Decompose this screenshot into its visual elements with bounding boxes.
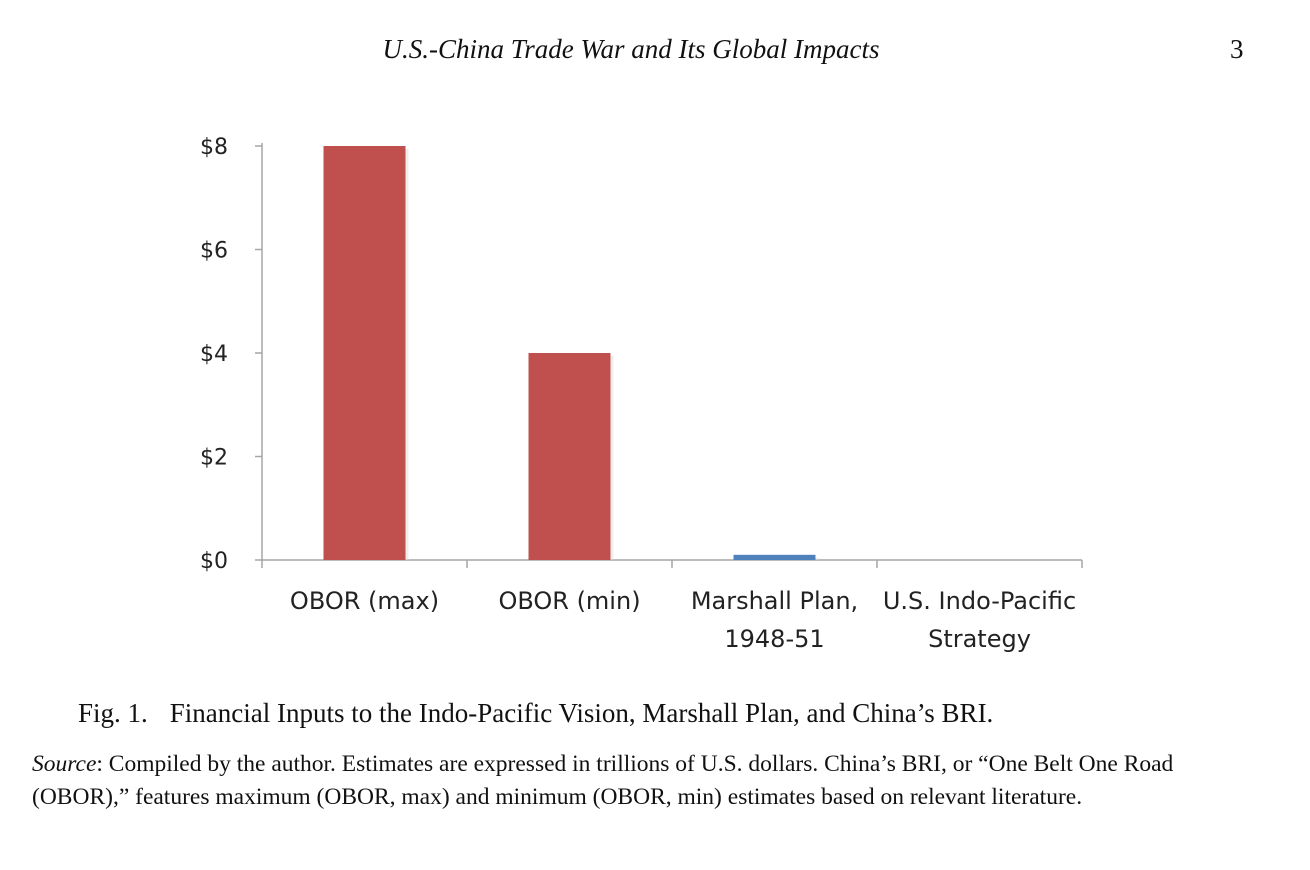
figure-caption-text: Financial Inputs to the Indo-Pacific Vis… [169, 698, 994, 728]
running-header-title: U.S.-China Trade War and Its Global Impa… [382, 34, 880, 64]
y-tick-label: $6 [200, 239, 228, 264]
x-tick-label: Strategy [928, 625, 1031, 653]
x-tick-label: OBOR (min) [498, 587, 640, 615]
source-label: Source [32, 751, 97, 777]
y-tick-label: $0 [200, 549, 228, 574]
page-number: 3 [1230, 34, 1244, 64]
bar-chart: $0 $2 $4 $6 $8 OBOR (max) OBOR (min) Marshall P… [200, 135, 1083, 653]
x-tick-label: U.S. Indo-Pacific [883, 587, 1076, 615]
x-tick-label: OBOR (max) [290, 587, 439, 615]
bar [733, 554, 816, 560]
figure-source-note: Source: Compiled by the author. Estimate… [32, 748, 1262, 814]
x-tick-label: 1948-51 [724, 625, 824, 653]
y-tick-label: $4 [200, 342, 228, 367]
bar [323, 146, 406, 560]
figure-label: Fig. 1. [78, 698, 148, 728]
source-text: : Compiled by the author. Estimates are … [32, 751, 1174, 810]
figure-caption: Fig. 1. Financial Inputs to the Indo-Paci… [78, 698, 993, 729]
bar [528, 353, 611, 560]
y-tick-label: $2 [200, 446, 228, 471]
y-tick-label: $8 [200, 135, 228, 160]
x-tick-label: Marshall Plan, [691, 587, 858, 615]
